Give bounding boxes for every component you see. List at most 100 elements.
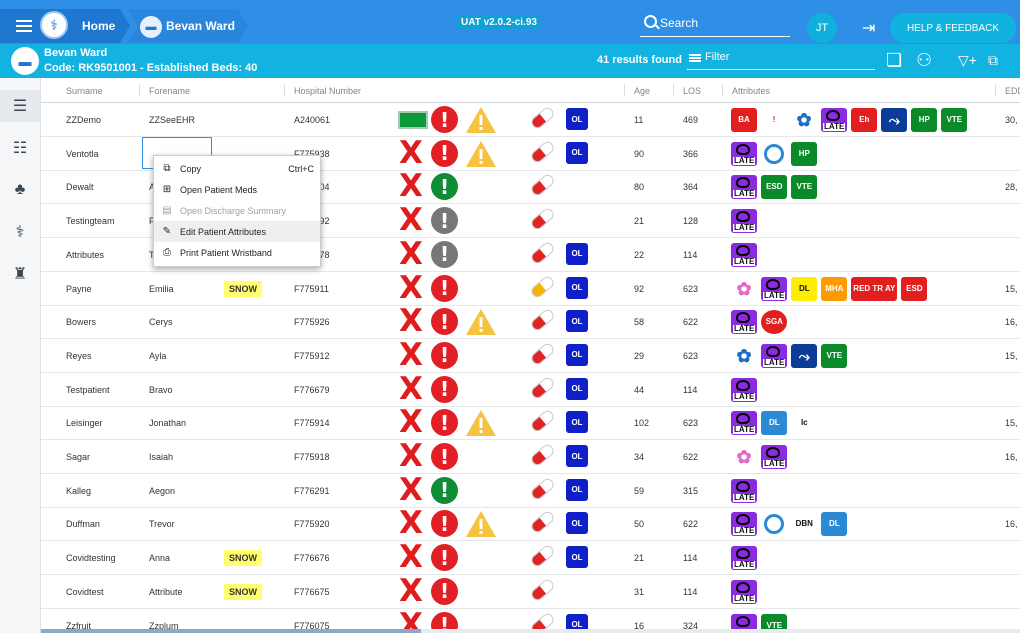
medication-pill-icon[interactable] (529, 341, 556, 367)
medication-pill-icon[interactable] (529, 408, 556, 434)
late-attribute-icon[interactable]: LATE (761, 445, 788, 469)
cell-surname[interactable]: Zzfruit (66, 620, 92, 631)
cell-los[interactable]: 622 (683, 452, 699, 462)
cell-los[interactable]: 623 (683, 283, 699, 294)
warning-triangle-icon[interactable] (465, 308, 497, 336)
medication-pill-icon[interactable] (529, 273, 556, 300)
table-row[interactable]: Bowers Cerys F775926 X! OL 58 622 LATE SGA 16, (41, 305, 1020, 340)
cell-age[interactable]: 22 (634, 249, 645, 260)
alert-red-icon[interactable]: ! (431, 577, 458, 605)
alert-gray-icon[interactable]: ! (431, 240, 458, 268)
cell-hospital-number[interactable]: F776679 (294, 384, 330, 395)
cell-age[interactable]: 31 (634, 586, 645, 597)
attribute-badge[interactable]: BA (731, 108, 757, 132)
alert-red-icon[interactable]: ! (431, 106, 458, 133)
cell-age[interactable]: 80 (634, 182, 645, 193)
late-attribute-icon[interactable]: LATE (731, 411, 758, 436)
ward-breadcrumb-label[interactable]: Bevan Ward (166, 19, 235, 33)
cell-los[interactable]: 623 (683, 350, 699, 361)
cell-surname[interactable]: Reyes (66, 350, 92, 361)
cell-age[interactable]: 92 (634, 283, 645, 294)
warning-triangle-icon[interactable] (465, 106, 497, 134)
ol-badge[interactable]: OL (566, 377, 588, 400)
cell-age[interactable]: 29 (634, 350, 645, 361)
attribute-badge[interactable]: VTE (791, 175, 818, 200)
ol-badge[interactable]: OL (566, 613, 588, 633)
table-row[interactable]: Testpatient Bravo F776679 X! OL 44 114 LATE (41, 373, 1020, 407)
medication-pill-icon[interactable] (529, 374, 556, 401)
cell-forename[interactable]: Cerys (149, 317, 173, 328)
alert-red-icon[interactable]: ! (431, 611, 458, 633)
cell-hospital-number[interactable]: F775912 (294, 350, 330, 361)
cell-surname[interactable]: Attributes (66, 249, 105, 260)
cell-surname[interactable]: Leisinger (66, 418, 103, 429)
attribute-badge[interactable]: lc (800, 418, 808, 428)
cell-surname[interactable]: Covidtesting (66, 553, 116, 564)
cell-age[interactable]: 58 (634, 317, 645, 328)
table-row[interactable]: Duffman Trevor F775920 X! OL 50 622 LATE DBN DL 16… (41, 507, 1020, 542)
cell-los[interactable]: 114 (683, 553, 698, 564)
nav-checklist-icon[interactable]: ☷ (12, 140, 28, 157)
cell-age[interactable]: 59 (634, 485, 645, 496)
add-filter-icon[interactable]: ▽+ (958, 52, 977, 68)
cell-edd[interactable]: 16, (1005, 317, 1018, 328)
cell-forename[interactable]: Aegon (149, 485, 176, 496)
cell-forename[interactable]: Attribute (149, 586, 183, 597)
ol-badge[interactable]: OL (566, 411, 588, 434)
search-input[interactable]: Search (640, 12, 790, 37)
attribute-badge[interactable]: DL (791, 276, 818, 301)
warning-triangle-icon[interactable] (465, 510, 497, 538)
cell-forename[interactable]: Jonathan (149, 418, 187, 429)
cell-edd[interactable]: 15, (1005, 350, 1018, 361)
context-edit-attributes[interactable]: ✎ Edit Patient Attributes (154, 221, 320, 242)
late-attribute-icon[interactable]: LATE (731, 310, 758, 335)
ol-badge[interactable]: OL (566, 310, 588, 333)
ol-badge[interactable]: OL (566, 478, 588, 501)
cell-los[interactable]: 114 (683, 249, 698, 260)
cell-surname[interactable]: Sagar (66, 452, 91, 462)
ol-badge[interactable]: OL (566, 343, 588, 366)
attribute-badge[interactable]: HP (791, 141, 818, 166)
cell-forename[interactable]: Isaiah (149, 452, 174, 462)
cell-age[interactable]: 34 (634, 452, 645, 462)
cell-los[interactable]: 469 (683, 115, 699, 125)
header-forename[interactable]: Forename (149, 86, 191, 96)
medication-pill-icon[interactable] (529, 307, 556, 333)
ol-badge[interactable]: OL (566, 445, 588, 467)
horizontal-scrollbar[interactable] (41, 629, 1020, 633)
cell-surname[interactable]: Covidtest (66, 586, 104, 597)
nav-handover-icon[interactable]: ♣ (14, 181, 26, 198)
nav-patient-list-icon[interactable]: ☰ (0, 90, 40, 122)
cell-los[interactable]: 128 (683, 216, 699, 227)
cell-hospital-number[interactable]: F776676 (294, 553, 330, 564)
cell-surname[interactable]: Testingteam (66, 216, 115, 227)
late-attribute-icon[interactable]: LATE (731, 141, 758, 166)
alert-red-icon[interactable]: ! (431, 274, 458, 302)
add-team-icon[interactable]: ⚇ (916, 50, 933, 70)
cell-age[interactable]: 21 (634, 553, 645, 564)
cell-surname[interactable]: Payne (66, 283, 92, 294)
late-attribute-icon[interactable]: LATE (731, 478, 758, 503)
cell-los[interactable]: 324 (683, 620, 699, 631)
user-avatar[interactable]: JT (807, 13, 837, 43)
late-attribute-icon[interactable]: LATE (761, 343, 788, 368)
cell-los[interactable]: 114 (683, 384, 698, 395)
cell-age[interactable]: 50 (634, 519, 645, 530)
forget-me-not-icon[interactable]: ✿ (796, 110, 812, 130)
late-attribute-icon[interactable]: LATE (731, 512, 758, 537)
forget-me-not-icon[interactable]: ✿ (736, 345, 752, 366)
cell-hospital-number[interactable]: F776291 (294, 485, 330, 496)
pink-flower-icon[interactable]: ✿ (736, 447, 752, 467)
cell-los[interactable]: 622 (683, 519, 699, 530)
alert-red-icon[interactable]: ! (431, 139, 458, 167)
ol-badge[interactable]: OL (566, 242, 588, 265)
table-row[interactable]: Payne Emilia SNOW F775911 X! OL 92 623 ✿ LATE DL MH… (41, 272, 1020, 306)
alert-green-icon[interactable]: ! (431, 476, 458, 504)
home-label[interactable]: Home (82, 19, 116, 33)
late-attribute-icon[interactable]: LATE (731, 242, 758, 267)
cell-los[interactable]: 366 (683, 148, 699, 159)
context-copy[interactable]: ⧉ Copy Ctrl+C (154, 158, 320, 179)
cell-hospital-number[interactable]: F775911 (294, 283, 329, 294)
alert-red-icon[interactable]: ! (431, 375, 458, 403)
